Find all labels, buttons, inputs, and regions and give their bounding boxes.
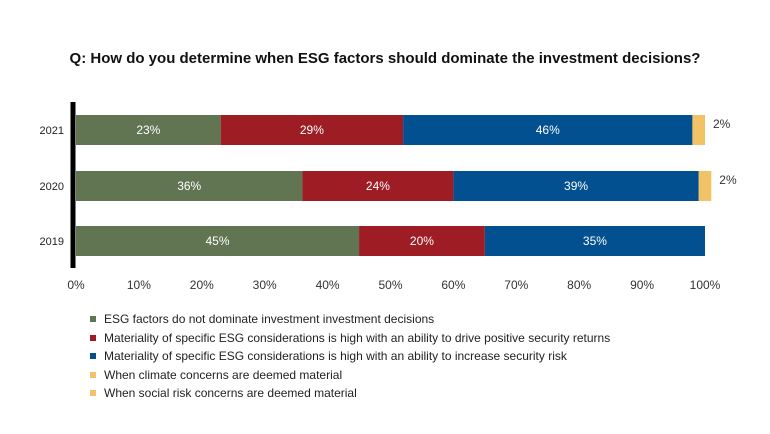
category-label-2020: 2020: [40, 181, 64, 193]
legend-item-2: Materiality of specific ESG consideratio…: [90, 347, 610, 366]
bar-2021-series-3: [692, 115, 705, 145]
x-tick-label-7: 70%: [504, 278, 528, 292]
data-label-2019-series-1: 20%: [410, 234, 434, 248]
legend-label-2: Materiality of specific ESG consideratio…: [104, 349, 567, 364]
legend-label-0: ESG factors do not dominate investment i…: [104, 312, 435, 327]
bar-2021-series-1: [220, 115, 404, 145]
legend: ESG factors do not dominate investment i…: [90, 310, 610, 403]
legend-label-1: Materiality of specific ESG consideratio…: [104, 330, 611, 345]
legend-swatch-0: [90, 316, 96, 323]
bar-2019-series-0: [76, 226, 360, 256]
x-tick-label-1: 10%: [127, 278, 151, 292]
data-label-2019-series-0: 45%: [206, 234, 230, 248]
legend-swatch-3: [90, 371, 96, 378]
data-label-2020-series-2: 39%: [564, 179, 588, 193]
data-label-2021-series-2: 46%: [536, 123, 560, 137]
x-tick-label-3: 30%: [253, 278, 277, 292]
x-tick-label-2: 20%: [190, 278, 214, 292]
legend-label-3: When climate concerns are deemed materia…: [104, 367, 343, 382]
bar-2019-series-1: [359, 226, 485, 256]
legend-swatch-4: [90, 390, 96, 397]
bar-2020-series-0: [76, 171, 303, 201]
x-tick-label-8: 80%: [567, 278, 591, 292]
legend-label-4: When social risk concerns are deemed mat…: [104, 386, 357, 401]
legend-item-3: When climate concerns are deemed materia…: [90, 366, 610, 385]
legend-swatch-1: [90, 334, 96, 341]
category-label-2021: 2021: [40, 125, 64, 137]
legend-item-4: When social risk concerns are deemed mat…: [90, 384, 610, 403]
data-label-2019-series-2: 35%: [583, 234, 607, 248]
data-label-2021-series-0: 23%: [136, 123, 160, 137]
x-tick-label-5: 50%: [378, 278, 402, 292]
bar-2020-series-1: [302, 171, 454, 201]
legend-item-0: ESG factors do not dominate investment i…: [90, 310, 610, 329]
data-label-2021-series-1: 29%: [300, 123, 324, 137]
x-tick-label-10: 100%: [690, 278, 721, 292]
data-label-2020-series-0: 36%: [177, 179, 201, 193]
legend-item-1: Materiality of specific ESG consideratio…: [90, 329, 610, 348]
x-tick-label-4: 40%: [316, 278, 340, 292]
x-tick-label-0: 0%: [67, 278, 85, 292]
bar-2020-series-3: [698, 171, 712, 201]
bar-2021-series-0: [76, 115, 221, 145]
category-label-2019: 2019: [40, 236, 64, 248]
bar-2020-series-2: [453, 171, 699, 201]
bar-2019-series-2: [484, 226, 705, 256]
x-tick-label-6: 60%: [441, 278, 465, 292]
legend-swatch-2: [90, 353, 96, 360]
data-label-2021-series-3: 2%: [713, 117, 731, 131]
data-label-2020-series-1: 24%: [366, 179, 390, 193]
data-label-2020-series-3: 2%: [719, 173, 737, 187]
x-tick-label-9: 90%: [630, 278, 654, 292]
chart-title: Q: How do you determine when ESG factors…: [69, 50, 701, 67]
bar-2021-series-2: [403, 115, 693, 145]
